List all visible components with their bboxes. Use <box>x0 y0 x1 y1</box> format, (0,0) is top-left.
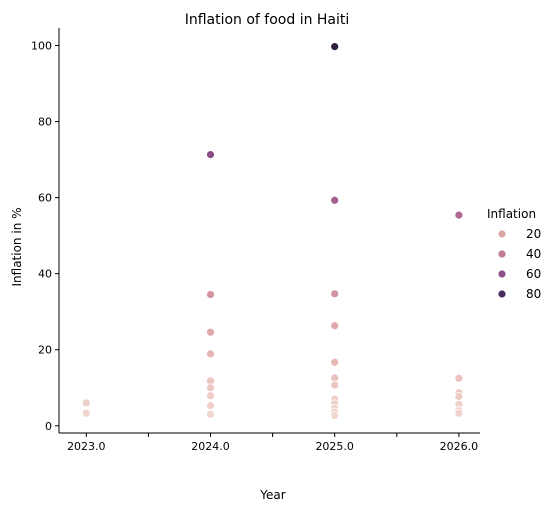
data-point <box>454 392 464 401</box>
chart-title: Inflation of food in Haiti <box>185 12 350 28</box>
data-point <box>330 195 340 205</box>
data-point <box>330 321 340 331</box>
data-point <box>206 383 215 393</box>
y-tick-label: 60 <box>38 192 52 205</box>
legend-label: 60 <box>526 267 541 281</box>
data-point <box>206 391 215 401</box>
legend-title: Inflation <box>487 207 536 221</box>
data-points <box>81 42 464 420</box>
data-point <box>206 401 215 411</box>
data-point <box>206 150 215 160</box>
legend-entries: 20 40 60 80 <box>497 227 541 301</box>
data-point <box>81 408 91 418</box>
legend-marker <box>497 269 507 279</box>
x-tick-label: 2026.0 <box>440 440 479 453</box>
y-tick-label: 0 <box>45 420 52 433</box>
x-tick-label: 2023.0 <box>67 440 106 453</box>
y-tick-label: 80 <box>38 116 52 129</box>
data-point <box>330 373 340 383</box>
data-point <box>330 411 340 420</box>
data-point <box>454 408 464 418</box>
y-tick-label: 20 <box>38 344 52 357</box>
data-point <box>330 357 340 367</box>
data-point <box>81 398 91 408</box>
data-point <box>330 42 340 52</box>
data-point <box>206 409 215 419</box>
x-axis-label: Year <box>259 488 285 502</box>
data-point <box>330 380 340 390</box>
legend-marker <box>497 289 507 299</box>
y-tick-label: 100 <box>31 39 52 52</box>
legend-marker <box>497 229 507 239</box>
y-axis-ticks: 0 20 40 60 80 100 <box>31 39 59 433</box>
data-point <box>206 327 215 337</box>
legend-marker <box>497 249 507 259</box>
legend-label: 20 <box>526 227 541 241</box>
legend-label: 80 <box>526 287 541 301</box>
data-point <box>454 210 464 220</box>
plot-area <box>58 28 480 434</box>
legend: Inflation 20 40 60 80 <box>487 207 541 301</box>
x-axis-ticks: 2023.0 2024.0 2025.0 2026.0 <box>67 433 478 453</box>
y-tick-label: 40 <box>38 268 52 281</box>
legend-label: 40 <box>526 247 541 261</box>
y-axis-label: Inflation in % <box>10 207 24 286</box>
x-tick-label: 2024.0 <box>191 440 230 453</box>
data-point <box>330 289 340 299</box>
data-point <box>454 373 464 383</box>
data-point <box>206 349 215 359</box>
data-point <box>206 290 215 299</box>
x-tick-label: 2025.0 <box>315 440 354 453</box>
